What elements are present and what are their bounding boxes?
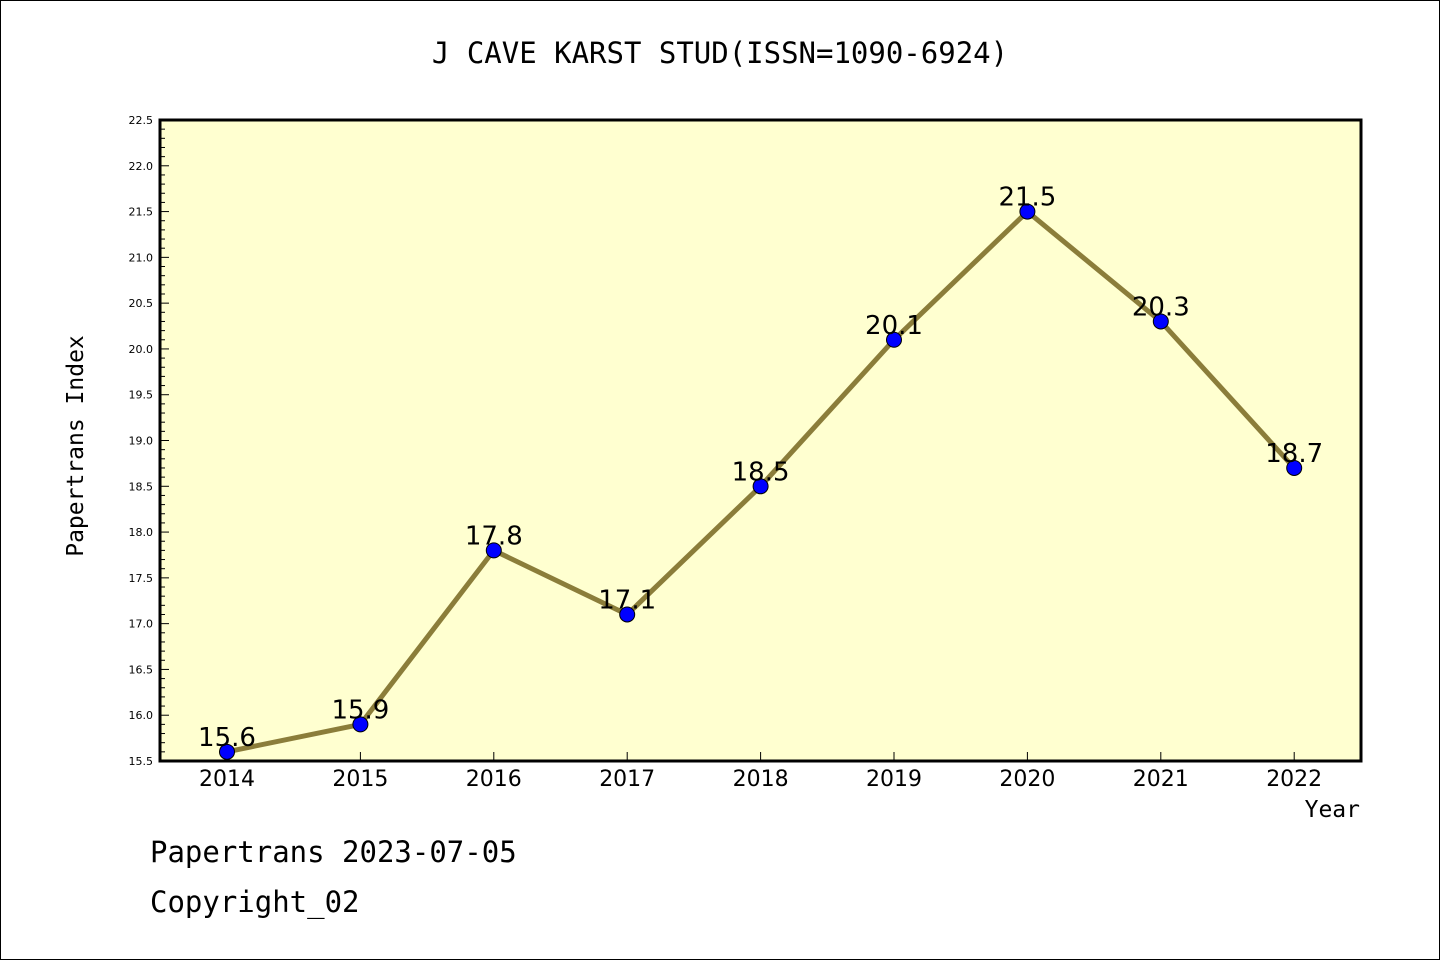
data-point (352, 716, 369, 733)
y-tick-label: 16.5 (129, 663, 154, 676)
y-tick-label: 22.0 (129, 160, 154, 173)
data-label: 18.5 (732, 457, 790, 487)
y-tick-label: 21.5 (129, 206, 154, 219)
y-tick-label: 16.0 (129, 709, 154, 722)
x-tick-label: 2018 (733, 767, 789, 792)
data-point (1152, 313, 1169, 330)
data-label: 18.7 (1265, 439, 1323, 469)
y-axis-label: Papertrans Index (63, 335, 89, 557)
data-point (1286, 459, 1303, 476)
data-point (219, 743, 235, 760)
y-tick-label: 18.5 (129, 480, 154, 493)
x-tick-label: 2015 (332, 767, 388, 792)
footer-date: Papertrans 2023-07-05 (150, 835, 517, 869)
y-tick-label: 17.0 (129, 618, 154, 631)
y-tick-label: 19.5 (129, 389, 154, 402)
chart-title: J CAVE KARST STUD(ISSN=1090-6924) (431, 36, 1009, 70)
y-tick-label: 20.5 (129, 297, 154, 310)
data-label: 20.1 (865, 311, 923, 341)
data-point (485, 542, 502, 559)
data-point (752, 478, 769, 495)
x-tick-label: 2020 (999, 767, 1055, 792)
data-label: 21.5 (998, 183, 1056, 213)
y-tick-label: 19.0 (129, 435, 154, 448)
x-tick-label: 2017 (599, 767, 655, 792)
footer-copyright: Copyright_02 (150, 885, 360, 919)
plot-area (160, 120, 1361, 761)
y-tick-label: 21.0 (129, 251, 154, 264)
y-tick-label: 18.0 (129, 526, 154, 539)
data-label: 20.3 (1132, 292, 1190, 322)
data-label: 15.9 (331, 695, 389, 725)
data-label: 15.6 (198, 723, 256, 753)
y-tick-label: 22.5 (129, 114, 154, 127)
data-point (886, 331, 902, 348)
x-tick-label: 2014 (199, 767, 255, 792)
y-tick-label: 17.5 (129, 572, 154, 585)
data-point (619, 606, 636, 623)
x-axis-label: Year (1304, 797, 1360, 823)
data-label: 17.1 (598, 585, 656, 615)
y-tick-label: 20.0 (129, 343, 154, 356)
data-label: 17.8 (465, 521, 523, 551)
data-point (1019, 203, 1036, 220)
x-tick-label: 2016 (466, 767, 522, 792)
x-tick-label: 2019 (866, 767, 922, 792)
x-tick-label: 2021 (1133, 767, 1189, 792)
plot-border (158, 118, 1363, 763)
y-tick-label: 15.5 (129, 755, 154, 768)
x-tick-label: 2022 (1266, 767, 1322, 792)
